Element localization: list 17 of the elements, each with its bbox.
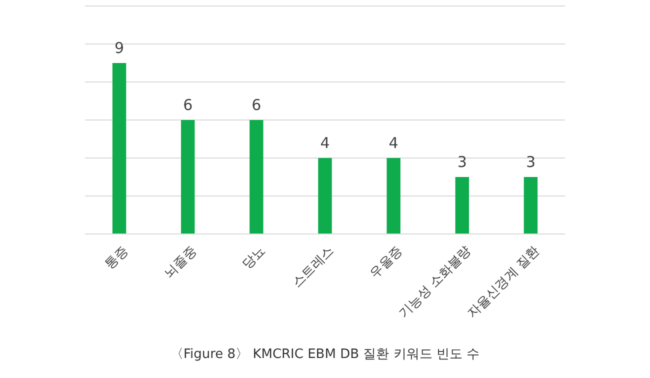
bar xyxy=(318,158,332,234)
bar xyxy=(524,177,538,234)
data-label: 3 xyxy=(526,153,536,171)
text: 〈Figure 8〉 KMCRIC EBM DB 질환 키워드 빈도 수 xyxy=(170,347,480,362)
data-label: 4 xyxy=(320,134,330,152)
data-label: 6 xyxy=(252,96,262,114)
data-label: 4 xyxy=(388,134,398,152)
bar xyxy=(112,63,126,234)
bar xyxy=(181,120,195,234)
bar xyxy=(250,120,264,234)
bar xyxy=(386,158,400,234)
data-label: 9 xyxy=(114,39,124,57)
x-tick-label: 통증 xyxy=(102,243,132,272)
x-tick-label: 당뇨 xyxy=(239,243,268,272)
bar xyxy=(455,177,469,234)
data-label: 6 xyxy=(183,96,193,114)
data-label: 3 xyxy=(457,153,467,171)
